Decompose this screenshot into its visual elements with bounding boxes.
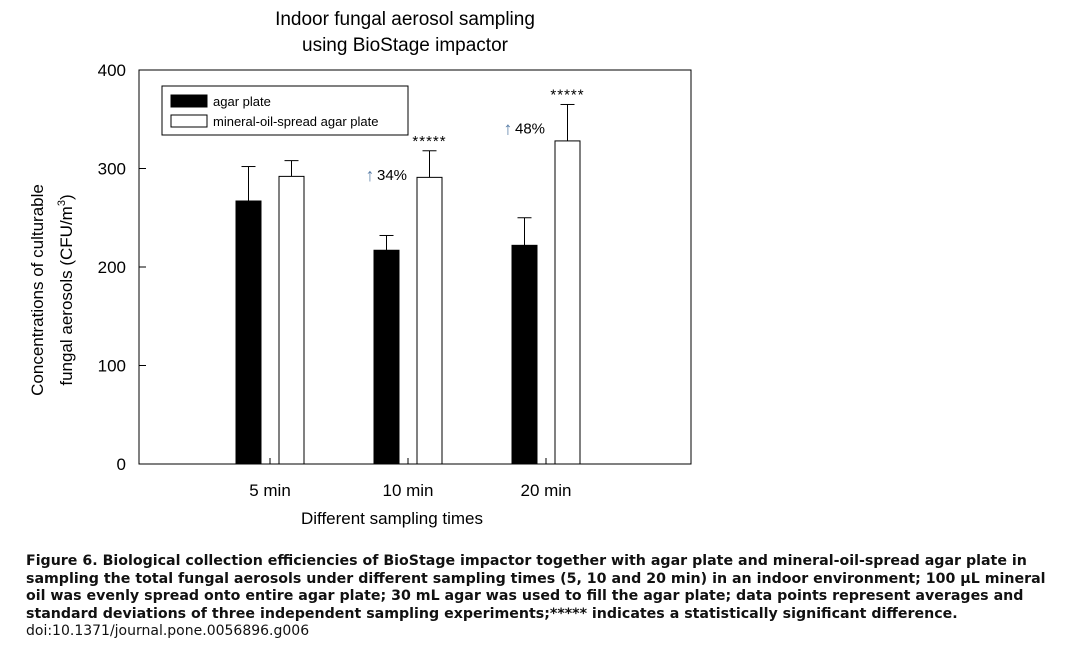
- bar-mineral-oil-spread-agar-plate-10-min: [416, 176, 443, 465]
- increase-percent-20-min: 48%: [515, 120, 545, 137]
- y-tick-label-100: 100: [98, 357, 126, 376]
- y-axis-label-line-2: fungal aerosols (CFU/m3): [56, 194, 76, 385]
- chart-title-line-1: Indoor fungal aerosol sampling: [275, 9, 535, 30]
- x-axis-label: Different sampling times: [301, 509, 483, 528]
- bars: [235, 103, 581, 465]
- figure-caption: Figure 6. Biological collection efficien…: [26, 553, 1056, 641]
- bar-mineral-oil-spread-agar-plate-20-min: [554, 140, 581, 465]
- x-axis: 5 min 10 min 20 min: [249, 458, 572, 500]
- bar-agar-plate-5-min: [235, 200, 262, 465]
- y-tick-label-400: 400: [98, 61, 126, 80]
- y-axis-label-text: fungal aerosols (CFU/m: [57, 206, 76, 386]
- y-axis-label-line-1: Concentrations of culturable: [28, 184, 47, 396]
- y-axis: 0 100 200 300 400: [98, 61, 146, 474]
- legend-label-mineral-oil-spread-agar-plate: mineral-oil-spread agar plate: [213, 114, 378, 129]
- bar-agar-plate-10-min: [373, 249, 400, 465]
- y-tick-label-300: 300: [98, 160, 126, 179]
- x-tick-label-10-min: 10 min: [382, 481, 433, 500]
- legend-label-agar-plate: agar plate: [213, 94, 271, 109]
- y-tick-label-200: 200: [98, 258, 126, 277]
- increase-percent-10-min: 34%: [377, 167, 407, 184]
- bar-agar-plate-20-min: [511, 244, 538, 465]
- legend-swatch-mineral-oil-spread-agar-plate: [170, 114, 208, 128]
- y-tick-label-0: 0: [117, 455, 126, 474]
- up-arrow-icon: ↑: [366, 165, 375, 185]
- caption-doi: doi:10.1371/journal.pone.0056896.g006: [26, 623, 310, 639]
- bar-mineral-oil-spread-agar-plate-5-min: [278, 175, 305, 465]
- x-tick-label-5-min: 5 min: [249, 481, 291, 500]
- y-axis-label-close: ): [57, 194, 76, 200]
- significance-stars-10-min: *****: [412, 133, 446, 150]
- legend: agar plate mineral-oil-spread agar plate: [161, 85, 409, 136]
- up-arrow-icon: ↑: [504, 118, 513, 138]
- chart: Indoor fungal aerosol sampling using Bio…: [28, 9, 692, 528]
- caption-text: Figure 6. Biological collection efficien…: [26, 553, 1046, 622]
- significance-stars-20-min: *****: [550, 86, 584, 103]
- y-axis-label-superscript: 3: [56, 200, 68, 206]
- x-tick-label-20-min: 20 min: [520, 481, 571, 500]
- legend-box: [161, 85, 409, 136]
- annotations: *****↑ 34%*****↑ 48%: [366, 86, 584, 185]
- chart-title-line-2: using BioStage impactor: [302, 35, 509, 56]
- legend-swatch-agar-plate: [170, 94, 208, 108]
